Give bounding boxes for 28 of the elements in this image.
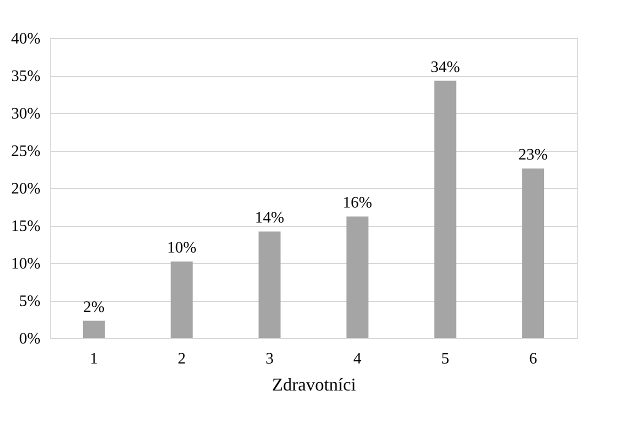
- y-tick-label: 25%: [11, 143, 40, 160]
- x-tick-label: 6: [529, 350, 538, 368]
- x-tick-label: 5: [441, 350, 450, 368]
- y-tick-label: 15%: [11, 218, 40, 235]
- data-label: 23%: [518, 146, 548, 164]
- x-tick-label: 1: [90, 350, 98, 368]
- x-tick-label: 3: [266, 350, 274, 368]
- data-label: 2%: [83, 298, 105, 316]
- y-tick-label: 35%: [11, 68, 40, 85]
- bar: [170, 262, 193, 338]
- data-label: 10%: [167, 240, 196, 256]
- x-tick-label: 2: [178, 350, 186, 368]
- bar: [434, 80, 456, 338]
- bar: [346, 216, 368, 338]
- y-tick-label: 20%: [11, 180, 40, 198]
- y-tick-label: 0%: [19, 330, 40, 348]
- x-axis-title: Zdravotníci: [272, 374, 356, 394]
- y-tick-label: 30%: [11, 106, 40, 122]
- y-tick-label: 5%: [19, 293, 40, 310]
- data-label: 34%: [430, 58, 460, 76]
- y-tick-label: 10%: [11, 256, 40, 272]
- y-tick-label: 40%: [11, 30, 40, 48]
- bar: [522, 168, 544, 338]
- bar: [258, 232, 281, 338]
- x-tick-label: 4: [353, 350, 362, 368]
- data-label: 14%: [254, 210, 284, 226]
- bar: [82, 320, 105, 338]
- data-label: 16%: [342, 194, 372, 212]
